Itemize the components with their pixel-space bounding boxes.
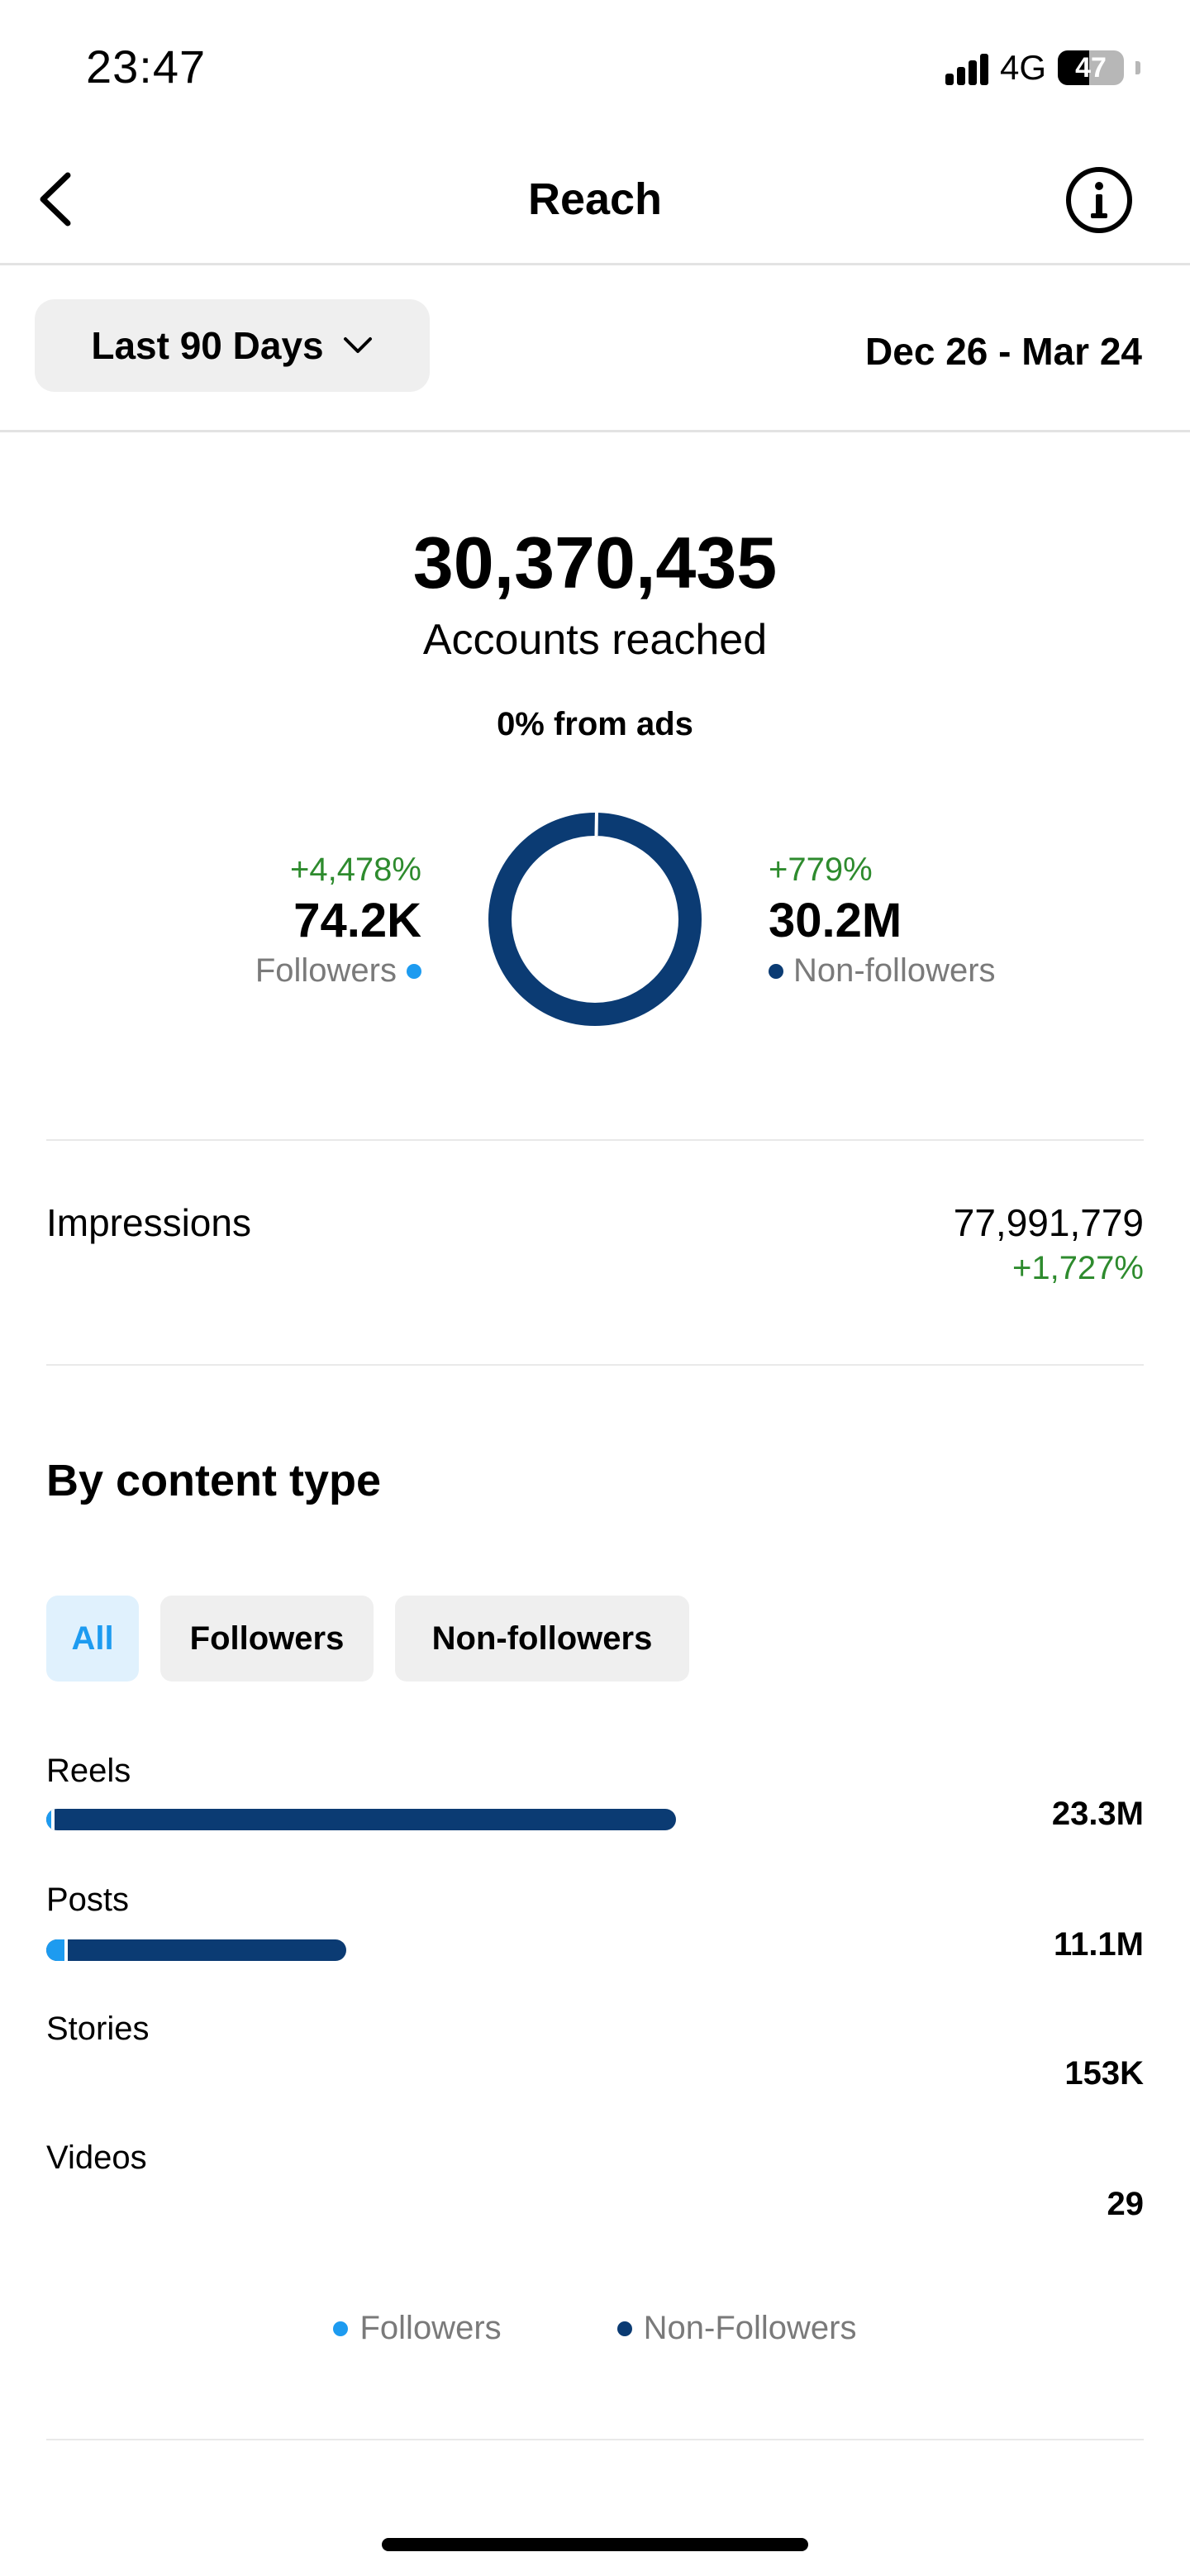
legend-non-followers: Non-Followers xyxy=(616,2310,857,2347)
section-divider xyxy=(46,2439,1144,2440)
page-title: Reach xyxy=(527,174,663,224)
from-ads-text: 0% from ads xyxy=(497,706,693,742)
date-range-dropdown-label: Last 90 Days xyxy=(91,324,324,367)
info-icon xyxy=(1066,167,1132,233)
status-indicators: 4G 47 xyxy=(945,48,1140,88)
impressions-change: +1,727% xyxy=(1011,1250,1144,1286)
content-type-label-posts: Posts xyxy=(46,1882,130,1918)
info-button[interactable] xyxy=(1064,165,1134,235)
followers-dot-icon xyxy=(333,2321,349,2336)
content-type-label-stories: Stories xyxy=(46,2011,150,2047)
non-followers-dot-icon xyxy=(769,963,783,979)
non-followers-arc xyxy=(488,813,702,1026)
non-followers-dot-icon xyxy=(616,2321,632,2336)
section-divider xyxy=(46,1364,1144,1366)
content-type-label-reels: Reels xyxy=(46,1753,131,1789)
cellular-signal-icon xyxy=(945,50,988,85)
chevron-left-icon xyxy=(40,172,71,227)
accounts-reached-label: Accounts reached xyxy=(422,616,768,664)
legend-followers-label: Followers xyxy=(359,2310,502,2346)
content-bar-reels xyxy=(46,1809,676,1830)
followers-dot-icon xyxy=(407,963,421,979)
followers-bar-segment xyxy=(46,1809,55,1830)
followers-change: +4,478% xyxy=(289,852,421,888)
followers-label: Followers xyxy=(255,952,397,989)
back-button[interactable] xyxy=(33,170,83,228)
date-range-dropdown[interactable]: Last 90 Days xyxy=(35,299,430,392)
home-indicator xyxy=(382,2538,808,2551)
content-bar-posts xyxy=(46,1939,346,1961)
battery-icon: 47 xyxy=(1058,50,1124,85)
content-type-title: By content type xyxy=(46,1456,382,1505)
impressions-value: 77,991,779 xyxy=(953,1201,1144,1244)
tab-followers[interactable]: Followers xyxy=(160,1596,374,1682)
date-range-text: Dec 26 - Mar 24 xyxy=(865,330,1142,373)
impressions-label: Impressions xyxy=(46,1201,251,1244)
legend-non-followers-label: Non-Followers xyxy=(643,2310,857,2346)
followers-legend: Followers xyxy=(255,952,421,990)
content-value-reels: 23.3M xyxy=(1051,1796,1144,1832)
accounts-reached-total: 30,370,435 xyxy=(412,522,778,603)
non-followers-legend: Non-followers xyxy=(769,952,996,990)
non-followers-value: 30.2M xyxy=(769,894,902,947)
filter-divider xyxy=(0,430,1190,432)
content-value-posts: 11.1M xyxy=(1054,1926,1144,1963)
status-time: 23:47 xyxy=(86,41,207,93)
section-divider xyxy=(46,1139,1144,1141)
content-type-label-videos: Videos xyxy=(46,2140,147,2176)
battery-level: 47 xyxy=(1075,51,1107,83)
tab-all[interactable]: All xyxy=(46,1596,139,1682)
non-followers-label: Non-followers xyxy=(793,952,996,989)
content-value-videos: 29 xyxy=(1107,2186,1145,2222)
network-type: 4G xyxy=(999,48,1046,87)
tab-non-followers[interactable]: Non-followers xyxy=(395,1596,689,1682)
header-divider xyxy=(0,263,1190,265)
content-legend: Followers Non-Followers xyxy=(0,2310,1190,2347)
legend-followers: Followers xyxy=(333,2310,502,2347)
non-followers-change: +779% xyxy=(769,852,873,888)
reach-donut-chart xyxy=(488,812,702,1026)
followers-bar-segment xyxy=(46,1939,68,1961)
followers-value: 74.2K xyxy=(293,894,421,947)
content-value-stories: 153K xyxy=(1064,2055,1144,2092)
chevron-down-icon xyxy=(343,337,372,353)
